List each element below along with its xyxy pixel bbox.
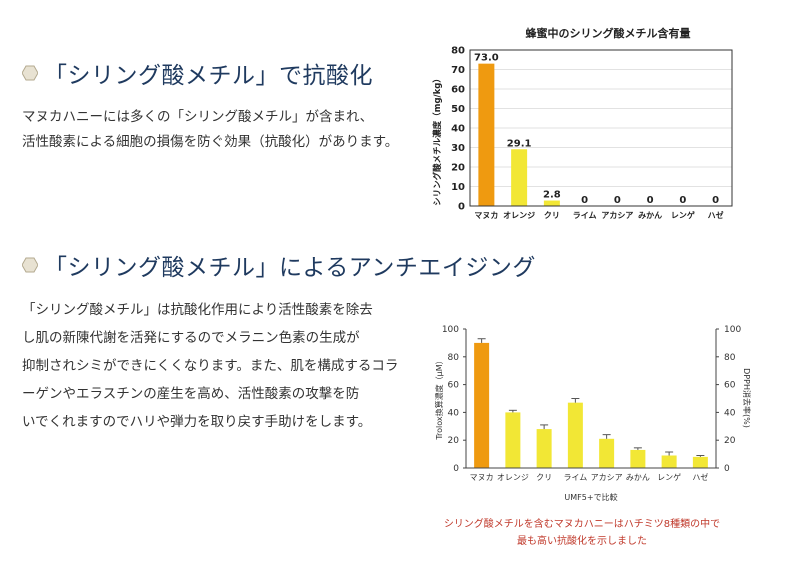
section2-line: ーゲンやエラスチンの産生を高め、活性酸素の攻撃を防 [22, 386, 360, 402]
chart1-y-tick-label: 10 [451, 182, 465, 193]
chart2-y2-tick-label: 100 [724, 325, 741, 335]
chart2-category-label: ライム [563, 473, 587, 482]
chart2-category-label: ハゼ [692, 472, 708, 482]
chart2-x-axis-label: UMF5+で比較 [564, 492, 617, 502]
chart1-value-label: 0 [614, 195, 621, 206]
chart1-y-tick-label: 80 [451, 46, 465, 57]
chart2-bar [567, 402, 583, 468]
chart2-bar [505, 412, 521, 468]
chart1-value-label: 73.0 [474, 53, 499, 64]
chart2-y2-tick-label: 80 [724, 353, 736, 363]
chart1-value-label: 0 [647, 195, 654, 206]
chart2-y-tick-label: 40 [448, 408, 460, 418]
section2-line: し肌の新陳代謝を活発にするのでメラニン色素の生成が [22, 330, 360, 346]
chart2-y2-tick-label: 20 [724, 436, 736, 446]
chart2-bar [474, 342, 490, 468]
chart1-y-tick-label: 40 [451, 124, 465, 135]
chart1-value-label: 0 [581, 195, 588, 206]
chart1-y-tick-label: 0 [458, 202, 465, 213]
section2-line: 抑制されシミができにくくなります。また、肌を構成するコラ [22, 358, 399, 374]
section2-line: 「シリング酸メチル」は抗酸化作用により活性酸素を除去 [22, 302, 373, 318]
chart1-y-tick-label: 30 [451, 143, 465, 154]
chart2-category-label: みかん [626, 473, 650, 482]
chart2-y-axis-label: Trolox換算濃度（μM） [434, 356, 444, 440]
chart-caption-line1: シリング酸メチルを含むマヌカハニーはハチミツ8種類の中で [443, 519, 721, 530]
chart1-y-tick-label: 50 [451, 104, 465, 115]
chart1-category-label: クリ [544, 210, 560, 220]
chart2-y2-tick-label: 40 [724, 408, 736, 418]
chart1-category-label: オレンジ [503, 211, 535, 220]
chart2-y-tick-label: 100 [442, 325, 459, 335]
chart1-bar [478, 63, 495, 207]
chart1-category-label: みかん [638, 211, 662, 220]
chart1-y-axis-label: シリング酸メチル濃度（mg/kg） [432, 74, 443, 206]
chart2-y2-tick-label: 0 [724, 464, 730, 474]
section2-heading: 「シリング酸メチル」によるアンチエイジング [44, 255, 536, 281]
chart2-bar [630, 449, 646, 468]
methyl-syringate-chart: 蜂蜜中のシリング酸メチル含有量 シリング酸メチル濃度（mg/kg） 0 10 20 3… [432, 26, 733, 220]
section1-line: マヌカハニーには多くの「シリング酸メチル」が含まれ、 [22, 109, 374, 125]
chart1-category-label: アカシア [601, 211, 633, 220]
chart2-y2-tick-label: 60 [724, 381, 736, 391]
chart2-y-tick-label: 20 [448, 436, 460, 446]
chart1-frame [469, 49, 733, 207]
antioxidant-chart: Trolox換算濃度（μM） DPPH消去率(%) 0 20 40 60 80 100 0… [434, 325, 752, 502]
chart-caption-line2: 最も高い抗酸化を示しました [517, 536, 647, 547]
chart1-category-label: ライム [573, 211, 597, 220]
hexagon-bullet-icon [22, 65, 38, 81]
chart2-y-tick-label: 0 [453, 464, 459, 474]
chart1-y-tick-label: 60 [451, 85, 465, 96]
chart1-value-label: 2.8 [543, 190, 561, 201]
chart2-category-label: クリ [536, 473, 552, 482]
chart2-y2-axis-label: DPPH消去率(%) [742, 368, 752, 428]
chart1-bar [543, 200, 560, 206]
chart1-value-label: 29.1 [507, 138, 532, 149]
chart2-category-label: アカシア [591, 473, 623, 482]
chart2-bar [661, 455, 677, 468]
chart1-y-tick-label: 70 [451, 65, 465, 76]
chart2-bar [599, 438, 615, 468]
chart2-bar [692, 456, 708, 468]
section2-text: 「シリング酸メチル」は抗酸化作用により活性酸素を除去 し肌の新陳代謝を活発にする… [22, 296, 398, 436]
chart1-value-label: 0 [679, 195, 686, 206]
section1-heading: 「シリング酸メチル」で抗酸化 [44, 63, 373, 89]
chart2-category-label: レンゲ [657, 472, 681, 482]
chart2-y-tick-label: 80 [448, 353, 460, 363]
chart2-bar [536, 429, 552, 468]
chart1-title: 蜂蜜中のシリング酸メチル含有量 [526, 26, 691, 40]
hexagon-bullet-icon [22, 257, 38, 273]
section1-line: 活性酸素による細胞の損傷を防ぐ効果（抗酸化）があります。 [22, 134, 399, 150]
chart1-value-label: 0 [712, 195, 719, 206]
chart1-category-label: マヌカ [474, 211, 498, 220]
section2-line: いでくれますのでハリや弾力を取り戻す手助けをします。 [22, 414, 372, 430]
chart1-bar [511, 149, 528, 206]
chart1-category-label: ハゼ [708, 210, 724, 220]
chart1-y-tick-label: 20 [451, 163, 465, 174]
chart2-category-label: オレンジ [497, 473, 529, 482]
chart2-y-tick-label: 60 [448, 381, 460, 391]
section1-text: マヌカハニーには多くの「シリング酸メチル」が含まれ、 活性酸素による細胞の損傷を… [22, 105, 398, 155]
chart1-category-label: レンゲ [671, 210, 695, 220]
chart2-category-label: マヌカ [470, 473, 494, 482]
